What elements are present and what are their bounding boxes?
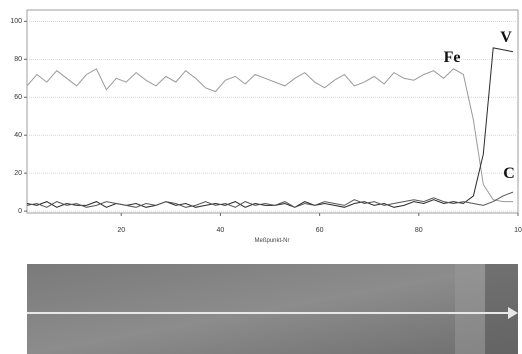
y-tick-label: 40	[14, 132, 22, 139]
plot-area	[26, 9, 519, 214]
y-tick-label: 100	[10, 18, 22, 25]
x-tick-label: 10	[514, 227, 522, 234]
x-axis-label: Meßpunkt-Nr	[254, 238, 289, 244]
micrograph	[27, 264, 518, 354]
x-tick-label: 80	[415, 227, 423, 234]
y-tick-label: 80	[14, 56, 22, 63]
x-tick-label: 20	[117, 227, 125, 234]
series-label: C	[503, 165, 515, 182]
plot: 0 20 40 60 80 100 20 40 60 80 10 Fe V C	[10, 18, 522, 234]
line-series	[26, 191, 514, 208]
x-tick-label: 60	[316, 227, 324, 234]
x-tick-label: 40	[217, 227, 225, 234]
line-series	[26, 47, 514, 208]
y-tick-label: 0	[18, 208, 22, 215]
y-tick-label: 60	[14, 94, 22, 101]
line-series	[26, 68, 513, 203]
series-label: V	[500, 29, 512, 46]
series-label: Fe	[444, 49, 461, 66]
y-tick-label: 20	[14, 170, 22, 177]
